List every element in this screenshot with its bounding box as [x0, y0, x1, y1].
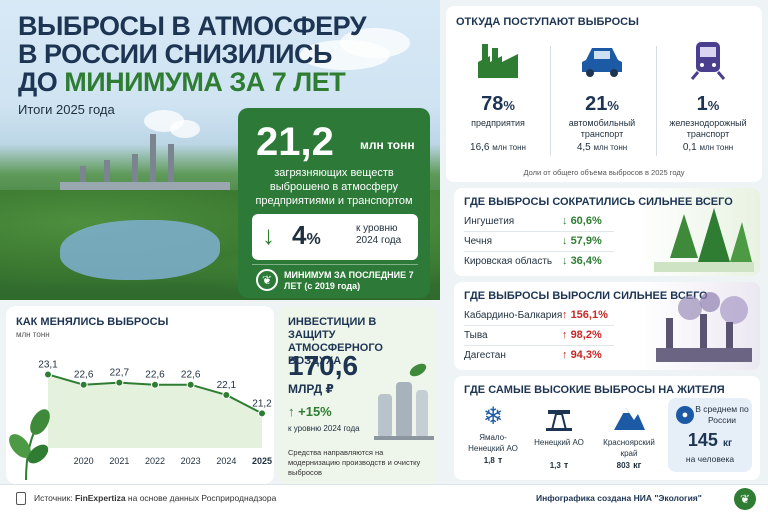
average-value: 145 кг	[687, 430, 733, 450]
chart-data-label: 23,1	[38, 359, 58, 370]
summary-unit: млн тонн	[360, 138, 415, 152]
average-box: ● В среднем по России 145 кг на человека	[668, 398, 752, 472]
page-subtitle: Итоги 2025 года	[18, 102, 115, 117]
hero-panel: ВЫБРОСЫ В АТМОСФЕРУ В РОССИИ СНИЗИЛИСЬ Д…	[0, 0, 440, 300]
arrow-down-icon: ↓	[262, 220, 275, 250]
investment-change-note: к уровню 2024 года	[288, 424, 360, 433]
emissions-line-chart: 23,1 22,6 2020 22,7 2021 22,6 2022 22,6 2023 22,1…	[38, 359, 272, 466]
increased-value: ↑ 98,2%	[562, 329, 602, 341]
person-icon: ●	[676, 406, 694, 424]
investment-unit: МЛРД ₽	[288, 382, 334, 396]
decreased-panel: ГДЕ ВЫБРОСЫ СОКРАТИЛИСЬ СИЛЬНЕЕ ВСЕГО Ин…	[454, 188, 760, 276]
change-value: 4%	[292, 220, 321, 250]
per-capita-panel: ГДЕ САМЫЕ ВЫСОКИЕ ВЫБРОСЫ НА ЖИТЕЛЯ ❄ Ям…	[454, 376, 760, 480]
increased-title: ГДЕ ВЫБРОСЫ ВЫРОСЛИ СИЛЬНЕЕ ВСЕГО	[464, 290, 708, 302]
investment-title: ИНВЕСТИЦИИ В ЗАЩИТУ АТМОСФЕРНОГО ВОЗДУХА	[288, 316, 383, 367]
chart-ylabel: млн тонн	[16, 330, 50, 339]
change-note: к уровню 2024 года	[356, 223, 402, 246]
logo-leaf-icon: ❦	[734, 488, 756, 510]
source-rail: 1% железнодорожный транспорт 0,1 млн тон…	[658, 40, 758, 153]
chart-data-label: 21,2	[252, 398, 272, 409]
cloud	[340, 28, 410, 58]
chart-x-tick-label: 2020	[74, 456, 94, 466]
oil-pump-icon	[546, 410, 572, 431]
author-credit: Инфографика создана НИА "Экология"	[536, 493, 702, 503]
decreased-value: ↓ 36,4%	[562, 255, 602, 267]
increased-region: Дагестан	[464, 350, 506, 361]
smoking-factory-icon	[656, 292, 752, 362]
per-capita-title: ГДЕ САМЫЕ ВЫСОКИЕ ВЫБРОСЫ НА ЖИТЕЛЯ	[464, 384, 725, 396]
chart-data-label: 22,6	[74, 370, 94, 381]
chart-point	[258, 409, 266, 418]
per-capita-item: ❄ Ямало-Ненецкий АО 1,8 т	[462, 402, 524, 466]
pine-trees-icon	[654, 208, 754, 272]
investment-note: Средства направляются на модернизацию пр…	[288, 448, 421, 477]
summary-description: загрязняющих веществ выброшено в атмосфе…	[255, 167, 413, 207]
filter-equipment-icon	[374, 363, 434, 440]
minimum-badge: ❦ МИНИМУМ ЗА ПОСЛЕДНИЕ 7 ЛЕТ (с 2019 год…	[252, 264, 418, 292]
sources-panel: ОТКУДА ПОСТУПАЮТ ВЫБРОСЫ 78% предприятия…	[446, 6, 762, 182]
chart-point	[222, 390, 231, 399]
chart-data-label: 22,6	[145, 370, 165, 381]
source-auto: 21% автомобильный транспорт 4,5 млн тонн	[552, 40, 652, 153]
decreased-value: ↓ 57,9%	[562, 235, 602, 247]
chart-point	[115, 378, 124, 387]
sources-title: ОТКУДА ПОСТУПАЮТ ВЫБРОСЫ	[456, 16, 639, 28]
footer: Источник: FinExpertiza на основе данных …	[0, 484, 768, 512]
source-industry: 78% предприятия 16,6 млн тонн	[448, 40, 548, 153]
summary-value: 21,2	[256, 120, 334, 164]
decreased-region: Ингушетия	[464, 216, 515, 227]
summary-card: 21,2 млн тонн загрязняющих веществ выбро…	[238, 108, 430, 298]
chart-point	[79, 380, 88, 389]
chart-x-tick-label: 2023	[181, 456, 201, 466]
increased-region: Кабардино-Балкария	[464, 310, 563, 321]
minimum-note: МИНИМУМ ЗА ПОСЛЕДНИЕ 7 ЛЕТ (с 2019 года)	[284, 270, 414, 291]
chart-point	[186, 380, 195, 389]
per-capita-item: Ненецкий АО 1,3 т	[528, 402, 590, 471]
average-note: на человека	[685, 454, 735, 464]
decreased-value: ↓ 60,6%	[562, 215, 602, 227]
chart-data-label: 22,7	[110, 368, 130, 379]
chart-x-tick-label: 2021	[109, 456, 129, 466]
chart-x-tick-label: 2025	[252, 456, 272, 466]
investment-panel: ИНВЕСТИЦИИ В ЗАЩИТУ АТМОСФЕРНОГО ВОЗДУХА…	[278, 306, 438, 484]
increased-value: ↑ 94,3%	[562, 349, 602, 361]
chart-area	[48, 374, 262, 448]
decreased-region: Чечня	[464, 236, 493, 247]
per-capita-item: Красноярский край 803 кг	[594, 402, 664, 471]
document-icon	[16, 492, 26, 505]
river	[60, 220, 220, 280]
investment-change: ↑ +15%	[288, 404, 332, 419]
chart-data-label: 22,6	[181, 370, 201, 381]
emissions-chart-panel: КАК МЕНЯЛИСЬ ВЫБРОСЫ млн тонн 23,1 22,6 20…	[6, 306, 274, 484]
chart-x-tick-label: 2022	[145, 456, 165, 466]
source-credit: Источник: FinExpertiza на основе данных …	[34, 493, 277, 503]
chart-point	[151, 380, 159, 389]
snowflake-icon: ❄	[482, 403, 504, 430]
chart-title: КАК МЕНЯЛИСЬ ВЫБРОСЫ	[16, 316, 169, 328]
train-icon	[690, 42, 726, 80]
increased-panel: ГДЕ ВЫБРОСЫ ВЫРОСЛИ СИЛЬНЕЕ ВСЕГО Кабард…	[454, 282, 760, 370]
decreased-title: ГДЕ ВЫБРОСЫ СОКРАТИЛИСЬ СИЛЬНЕЕ ВСЕГО	[464, 196, 733, 208]
chart-x-tick-label: 2024	[216, 456, 236, 466]
change-box: ↓ 4% к уровню 2024 года	[252, 214, 418, 260]
increased-region: Тыва	[464, 330, 488, 341]
sources-note: Доли от общего объема выбросов в 2025 го…	[523, 168, 685, 177]
increased-value: ↑ 156,1%	[562, 309, 608, 321]
factory-icon	[478, 44, 518, 78]
leaves-icon	[9, 409, 50, 481]
investment-value: 170,6	[288, 350, 359, 381]
mountain-icon	[614, 408, 645, 430]
arrow-up-icon: ↑	[288, 404, 299, 419]
chart-point	[44, 370, 52, 379]
page-title: ВЫБРОСЫ В АТМОСФЕРУ В РОССИИ СНИЗИЛИСЬ Д…	[18, 11, 367, 97]
chart-data-label: 22,1	[217, 380, 237, 391]
average-label: В среднем по России	[695, 404, 749, 425]
car-icon	[582, 48, 622, 77]
leaf-icon: ❦	[256, 269, 278, 291]
decreased-region: Кировская область	[464, 256, 553, 267]
